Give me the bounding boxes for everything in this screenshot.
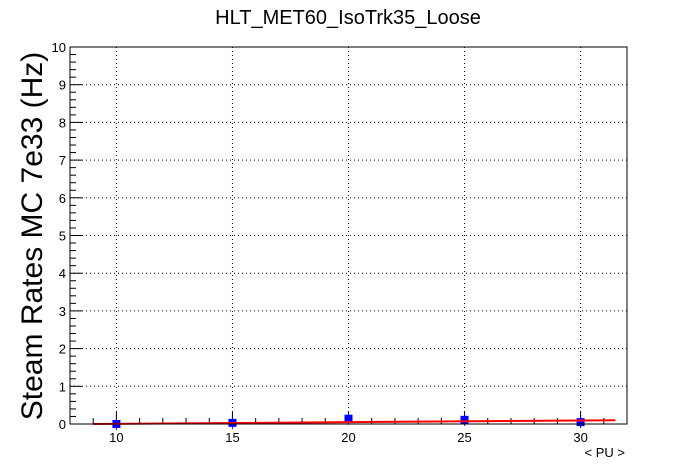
x-axis-label: < PU > [585, 445, 625, 460]
tick-labels: 10 15 20 25 30 0 1 2 3 4 5 6 7 8 9 10 [52, 40, 588, 445]
data-point [460, 415, 469, 424]
data-point [576, 418, 585, 427]
y-axis-label: Steam Rates MC 7e33 (Hz) [16, 52, 49, 420]
x-tick-label: 15 [225, 430, 239, 445]
y-tick-label: 10 [52, 40, 66, 55]
x-tick-label: 10 [109, 430, 123, 445]
x-tick-label: 30 [573, 430, 587, 445]
y-tick-label: 6 [59, 191, 66, 206]
y-tick-label: 0 [59, 417, 66, 432]
y-tick-label: 2 [59, 342, 66, 357]
y-tick-label: 1 [59, 379, 66, 394]
y-tick-label: 3 [59, 304, 66, 319]
y-tick-label: 4 [59, 266, 66, 281]
grid [70, 47, 627, 424]
fit-line [93, 419, 616, 425]
y-tick-label: 5 [59, 229, 66, 244]
y-tick-label: 9 [59, 78, 66, 93]
y-tick-label: 8 [59, 115, 66, 130]
x-tick-label: 20 [341, 430, 355, 445]
y-tick-label: 7 [59, 153, 66, 168]
chart-title: HLT_MET60_IsoTrk35_Loose [215, 7, 481, 29]
plot-frame [69, 46, 628, 425]
x-tick-label: 25 [457, 430, 471, 445]
data-point [344, 414, 353, 423]
